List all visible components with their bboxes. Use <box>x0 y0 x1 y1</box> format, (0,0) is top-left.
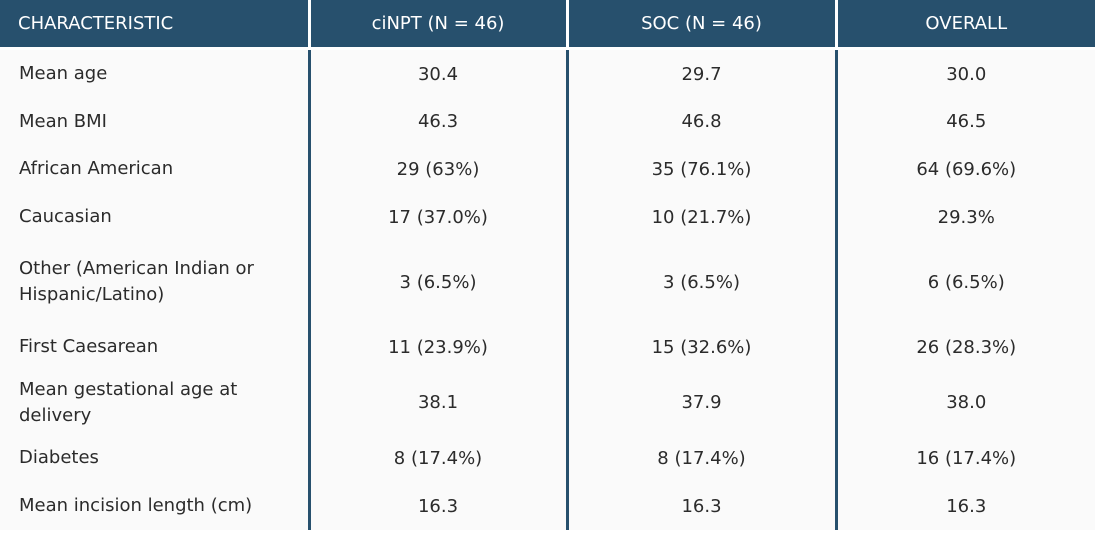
cell-overall: 29.3% <box>836 193 1095 241</box>
cell-soc: 16.3 <box>567 482 838 530</box>
cell-cinpt: 11 (23.9%) <box>309 323 569 371</box>
cell-overall: 64 (69.6%) <box>836 145 1095 193</box>
cell-overall: 16.3 <box>836 482 1095 530</box>
cell-soc: 15 (32.6%) <box>567 323 838 371</box>
cell-soc: 37.9 <box>567 371 838 434</box>
cell-cinpt: 46.3 <box>309 98 569 145</box>
cell-cinpt: 38.1 <box>309 371 569 434</box>
header-overall: OVERALL <box>836 0 1095 50</box>
table-row: Diabetes 8 (17.4%) 8 (17.4%) 16 (17.4%) <box>0 434 1095 482</box>
header-soc: SOC (N = 46) <box>567 0 838 50</box>
cell-cinpt: 16.3 <box>309 482 569 530</box>
cell-soc: 46.8 <box>567 98 838 145</box>
row-label: Mean gestational age at delivery <box>0 371 311 434</box>
cell-soc: 8 (17.4%) <box>567 434 838 482</box>
cell-soc: 3 (6.5%) <box>567 241 838 323</box>
table-row: Mean incision length (cm) 16.3 16.3 16.3 <box>0 482 1095 530</box>
cell-overall: 46.5 <box>836 98 1095 145</box>
cell-cinpt: 29 (63%) <box>309 145 569 193</box>
cell-overall: 30.0 <box>836 48 1095 98</box>
table-row: Caucasian 17 (37.0%) 10 (21.7%) 29.3% <box>0 193 1095 241</box>
table-row: First Caesarean 11 (23.9%) 15 (32.6%) 26… <box>0 323 1095 371</box>
cell-soc: 35 (76.1%) <box>567 145 838 193</box>
characteristics-table: CHARACTERISTIC ciNPT (N = 46) SOC (N = 4… <box>0 0 1095 530</box>
table-row: Other (American Indian or Hispanic/Latin… <box>0 241 1095 323</box>
row-label: Mean incision length (cm) <box>0 482 311 530</box>
cell-soc: 10 (21.7%) <box>567 193 838 241</box>
cell-cinpt: 8 (17.4%) <box>309 434 569 482</box>
cell-overall: 38.0 <box>836 371 1095 434</box>
row-label: Mean age <box>0 48 311 98</box>
row-label: First Caesarean <box>0 323 311 371</box>
cell-cinpt: 30.4 <box>309 48 569 98</box>
cell-cinpt: 17 (37.0%) <box>309 193 569 241</box>
row-label: African American <box>0 145 311 193</box>
table-row: African American 29 (63%) 35 (76.1%) 64 … <box>0 145 1095 193</box>
header-characteristic: CHARACTERISTIC <box>0 0 311 50</box>
cell-overall: 6 (6.5%) <box>836 241 1095 323</box>
row-label: Other (American Indian or Hispanic/Latin… <box>0 241 311 323</box>
cell-soc: 29.7 <box>567 48 838 98</box>
row-label: Mean BMI <box>0 98 311 145</box>
table-row: Mean age 30.4 29.7 30.0 <box>0 48 1095 98</box>
row-label: Caucasian <box>0 193 311 241</box>
cell-cinpt: 3 (6.5%) <box>309 241 569 323</box>
table-row: Mean gestational age at delivery 38.1 37… <box>0 371 1095 434</box>
row-label: Diabetes <box>0 434 311 482</box>
header-row: CHARACTERISTIC ciNPT (N = 46) SOC (N = 4… <box>0 0 1095 50</box>
table-body: Mean age 30.4 29.7 30.0 Mean BMI 46.3 46… <box>0 48 1095 530</box>
cell-overall: 26 (28.3%) <box>836 323 1095 371</box>
cell-overall: 16 (17.4%) <box>836 434 1095 482</box>
table-row: Mean BMI 46.3 46.8 46.5 <box>0 98 1095 145</box>
table-header: CHARACTERISTIC ciNPT (N = 46) SOC (N = 4… <box>0 0 1095 50</box>
header-cinpt: ciNPT (N = 46) <box>309 0 569 50</box>
